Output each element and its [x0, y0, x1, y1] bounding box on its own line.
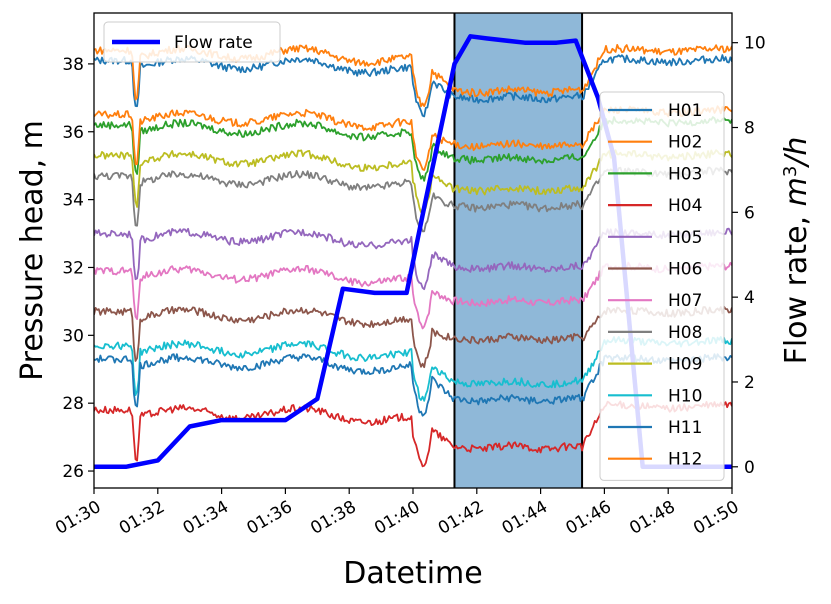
- flow-rate-line: [94, 34, 732, 470]
- legend-label-h11: H11: [668, 418, 702, 438]
- y-right-tick-label: 2: [744, 373, 755, 393]
- legend-flow-rate: Flow rate: [103, 21, 281, 63]
- y-axis-right-label-unit-base: m: [779, 177, 814, 206]
- legend-label-h02: H02: [668, 133, 702, 153]
- y-left-tick-label: 38: [62, 55, 84, 75]
- legend-label-h06: H06: [668, 260, 702, 280]
- y-axis-right-label: Flow rate, m3/h: [779, 137, 814, 365]
- axis-labels-group: Datetime Pressure head, m Flow rate, m3/…: [15, 120, 814, 591]
- y-left-tick-label: 26: [62, 462, 84, 482]
- highlight-span-group: [453, 13, 584, 488]
- y-axis-right-label-prefix: Flow rate,: [779, 206, 814, 364]
- legend-label-h07: H07: [668, 291, 702, 311]
- y-left-tick-label: 28: [62, 394, 84, 414]
- legend-label-h09: H09: [668, 355, 702, 375]
- pump-on-highlight-span: [454, 13, 583, 488]
- y-right-tick-label: 8: [744, 119, 755, 139]
- y-axis-right-label-unit-suffix: /h: [779, 137, 814, 169]
- legend-label-h10: H10: [668, 386, 702, 406]
- y-right-tick-label: 6: [744, 203, 755, 223]
- legend-flow-frame: [103, 21, 281, 63]
- y-right-tick-label: 4: [744, 288, 755, 308]
- y-left-tick-label: 34: [62, 191, 84, 211]
- legend-flow-label: Flow rate: [174, 33, 253, 53]
- y-left-tick-label: 30: [62, 326, 84, 346]
- legend-pressure-series: H01 H02 H03 H04 H05 H06 H07 H08 H09 H10 H11 H12: [599, 91, 725, 481]
- legend-label-h04: H04: [668, 196, 702, 216]
- legend-label-h01: H01: [668, 101, 702, 121]
- flow-rate-series-group: [94, 34, 732, 470]
- legend-series-frame: [599, 91, 725, 481]
- legend-label-h03: H03: [668, 164, 702, 184]
- y-axis-right-label-unit-exponent: 3: [780, 166, 801, 177]
- y-left-tick-label: 36: [62, 123, 84, 143]
- y-left-tick-label: 32: [62, 258, 84, 278]
- y-right-tick-label: 10: [744, 34, 766, 54]
- y-right-tick-label: 0: [744, 458, 755, 478]
- legend-label-h05: H05: [668, 228, 702, 248]
- x-axis-label: Datetime: [343, 556, 482, 591]
- y-axis-left-label: Pressure head, m: [15, 120, 50, 381]
- legend-label-h12: H12: [668, 450, 702, 470]
- legend-label-h08: H08: [668, 323, 702, 343]
